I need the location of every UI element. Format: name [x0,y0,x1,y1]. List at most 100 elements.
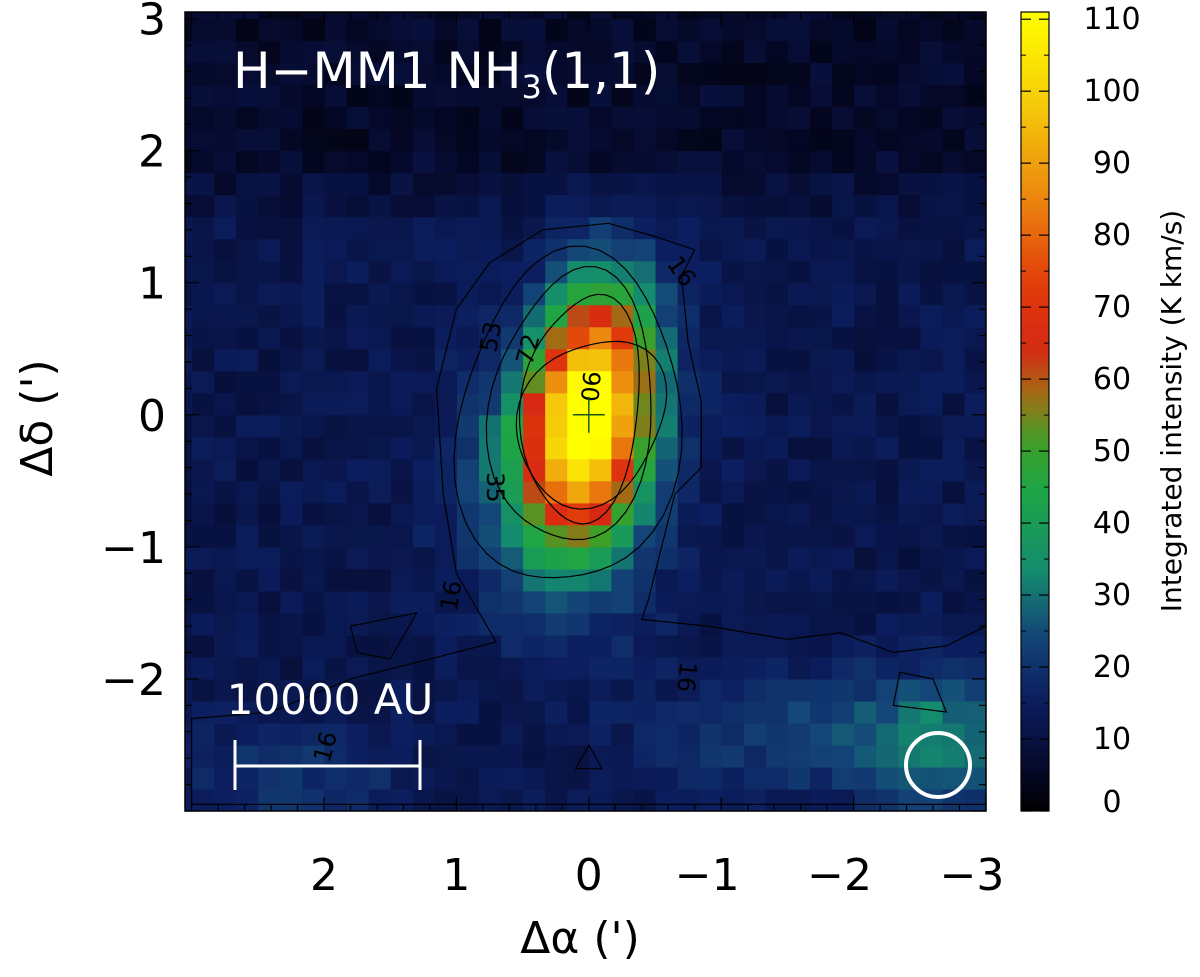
heatmap-cell [919,18,943,42]
heatmap-cell [368,304,391,328]
heatmap-cell [566,590,590,614]
heatmap-cell [831,194,855,218]
heatmap-cell [235,326,259,350]
heatmap-cell [257,18,281,42]
heatmap-cell [632,722,656,746]
heatmap-cell [963,788,986,811]
heatmap-cell [500,568,524,592]
heatmap-cell [765,524,788,548]
contour-level-16 [574,743,604,770]
heatmap-cell [588,436,612,460]
heatmap-cell [699,436,722,460]
heatmap-cell [323,480,347,504]
heatmap-cell [632,282,656,306]
heatmap-cell [368,678,391,702]
heatmap-cell [853,172,877,196]
heatmap-cell [235,84,259,108]
heatmap-cell [853,458,877,482]
heatmap-cell [323,40,347,64]
heatmap-cell [765,326,788,350]
heatmap-cell [809,480,833,504]
heatmap-cell [588,546,612,570]
heatmap-cell [853,788,877,811]
contour-lines [191,222,986,805]
heatmap-cell [853,590,877,614]
heatmap-cell [677,238,700,262]
heatmap-cell [963,612,986,636]
heatmap-cell [787,348,811,372]
heatmap-cell [588,590,612,614]
heatmap-cell [522,216,546,240]
heatmap-cell [191,546,215,570]
heatmap-cell [566,656,590,680]
heatmap-cell [699,480,722,504]
heatmap-cell [632,40,656,64]
heatmap-cell [610,304,634,328]
heatmap-cell [500,744,524,768]
heatmap-cell [368,40,391,64]
heatmap-cell [368,766,391,790]
heatmap-cell [875,656,899,680]
heatmap-cell [257,62,281,86]
heatmap-cell [345,260,369,284]
heatmap-cell [654,744,678,768]
heatmap-cell [743,12,766,20]
heatmap-cell [185,216,193,240]
heatmap-cell [743,216,766,240]
heatmap-cell [963,40,986,64]
heatmap-cell [191,326,215,350]
heatmap-cell [654,370,678,394]
colorbar-tick-label: 10 [1093,722,1131,757]
heatmap-cell [390,128,413,152]
heatmap-cell [721,282,744,306]
heatmap-cell [610,678,634,702]
heatmap-cell [610,172,634,196]
heatmap-cell [434,590,457,614]
heatmap-cell [235,106,259,130]
heatmap-cell [522,524,546,548]
heatmap-cell [699,612,722,636]
heatmap-cell [235,40,259,64]
heatmap-cell [765,12,788,20]
heatmap-cell [610,84,634,108]
heatmap-cell [941,348,965,372]
heatmap-cell [610,106,634,130]
heatmap-cell [610,260,634,284]
heatmap-cell [632,348,656,372]
heatmap-cell [632,392,656,416]
heatmap-cell [963,18,986,42]
heatmap-cell [787,194,811,218]
heatmap-cell [213,524,237,548]
heatmap-cell [632,436,656,460]
heatmap-cell [412,40,435,64]
heatmap-cell [191,634,215,658]
heatmap-cell [522,678,546,702]
heatmap-cell [610,502,634,526]
heatmap-cell [897,172,921,196]
heatmap-cell [500,370,524,394]
heatmap-cell [963,414,986,438]
heatmap-cell [434,260,457,284]
heatmap-cell [390,326,413,350]
heatmap-cell [897,678,921,702]
heatmap-cell [544,282,568,306]
heatmap-cell [566,62,590,86]
heatmap-cell [323,238,347,262]
heatmap-cell [765,502,788,526]
heatmap-cell [610,788,634,811]
heatmap-cell [566,370,590,394]
heatmap-cell [765,744,788,768]
heatmap-cell [941,304,965,328]
heatmap-cell [522,150,546,174]
heatmap-cell [875,634,899,658]
heatmap-cell [610,612,634,636]
heatmap-cell [390,392,413,416]
heatmap-cell [323,634,347,658]
heatmap-cell [279,634,303,658]
heatmap-cell [743,502,766,526]
heatmap-cell [522,546,546,570]
heatmap-cell [301,546,325,570]
heatmap-cell [478,216,502,240]
heatmap-cell [963,84,986,108]
heatmap-cell [500,546,524,570]
